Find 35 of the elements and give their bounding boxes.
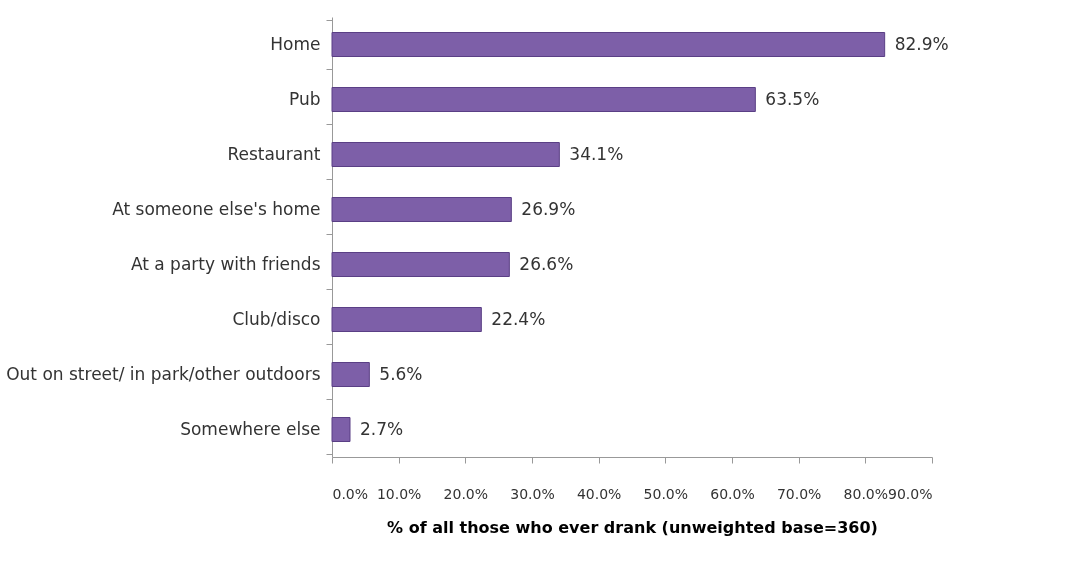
bar bbox=[331, 142, 560, 167]
y-tick-label: Club/disco bbox=[232, 309, 321, 329]
y-tick-label: Pub bbox=[288, 89, 321, 109]
y-tick-label: Out on street/ in park/other outdoors bbox=[6, 364, 321, 384]
y-tick-label: Somewhere else bbox=[180, 419, 321, 439]
bar bbox=[331, 362, 370, 387]
data-label: 34.1% bbox=[569, 143, 624, 164]
x-tick-label: 40.0% bbox=[576, 485, 622, 502]
data-label: 82.9% bbox=[894, 33, 949, 54]
data-label: 26.9% bbox=[521, 198, 576, 219]
bar bbox=[331, 87, 756, 112]
x-axis-title: % of all those who ever drank (unweighted base=360) bbox=[387, 517, 878, 537]
x-tick-label: 0.0% bbox=[332, 485, 369, 502]
x-tick-label: 20.0% bbox=[443, 485, 489, 502]
y-tick-label: At someone else's home bbox=[112, 199, 321, 219]
data-label: 26.6% bbox=[519, 253, 574, 274]
x-tick-label: 30.0% bbox=[510, 485, 555, 502]
y-tick-label: Home bbox=[270, 34, 321, 54]
x-tick-label: 70.0% bbox=[776, 485, 822, 502]
x-tick-label: 10.0% bbox=[376, 485, 422, 502]
bar bbox=[331, 32, 886, 57]
y-tick-label: At a party with friends bbox=[130, 254, 321, 274]
data-label: 22.4% bbox=[491, 308, 546, 329]
bar bbox=[331, 307, 482, 332]
data-label: 63.5% bbox=[765, 88, 820, 109]
x-tick-label: 90.0% bbox=[888, 485, 933, 502]
x-tick-label: 80.0% bbox=[843, 485, 889, 502]
x-tick-label: 50.0% bbox=[643, 485, 689, 502]
data-label: 2.7% bbox=[360, 418, 404, 439]
bar bbox=[331, 197, 512, 222]
x-tick-label: 60.0% bbox=[710, 485, 755, 502]
bar bbox=[331, 252, 510, 277]
data-label: 5.6% bbox=[379, 363, 423, 384]
bar bbox=[331, 417, 351, 442]
y-tick-label: Restaurant bbox=[227, 144, 321, 164]
